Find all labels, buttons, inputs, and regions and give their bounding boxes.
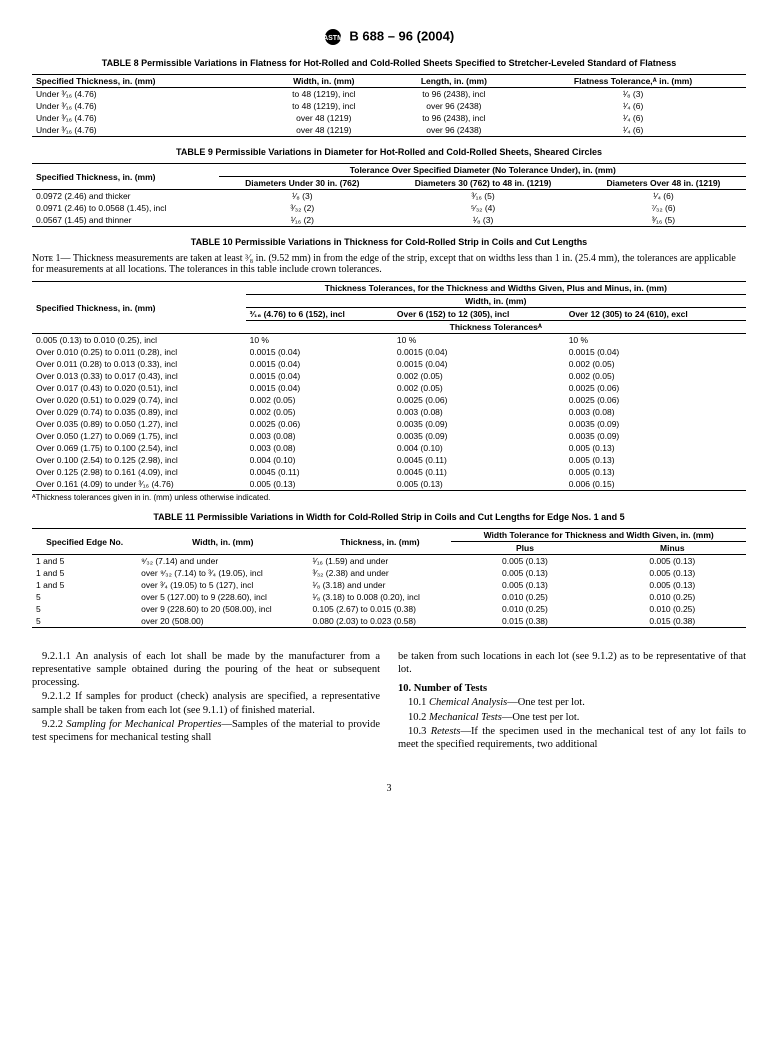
table-row: 5over 20 (508.00)0.080 (2.03) to 0.023 (… bbox=[32, 615, 746, 628]
table9-sub1: Diameters 30 (762) to 48 in. (1219) bbox=[385, 177, 581, 190]
table10-tolh: Thickness Tolerancesᴬ bbox=[246, 321, 746, 334]
table-row: 5over 9 (228.60) to 20 (508.00), incl0.1… bbox=[32, 603, 746, 615]
table10-span: Thickness Tolerances, for the Thickness … bbox=[246, 282, 746, 295]
table-row: Over 0.161 (4.09) to under ³⁄₁₆ (4.76)0.… bbox=[32, 478, 746, 491]
table10-col1: Specified Thickness, in. (mm) bbox=[32, 282, 246, 334]
table-row: Over 0.069 (1.75) to 0.100 (2.54), incl0… bbox=[32, 442, 746, 454]
table-row: Over 0.035 (0.89) to 0.050 (1.27), incl0… bbox=[32, 418, 746, 430]
table11: Specified Edge No. Width, in. (mm) Thick… bbox=[32, 528, 746, 628]
table11-h0: Specified Edge No. bbox=[32, 529, 137, 555]
table10-w2: Over 12 (305) to 24 (610), excl bbox=[565, 308, 746, 321]
table-row: Over 0.029 (0.74) to 0.035 (0.89), incl0… bbox=[32, 406, 746, 418]
table9-span: Tolerance Over Specified Diameter (No To… bbox=[219, 164, 746, 177]
table9-col1: Specified Thickness, in. (mm) bbox=[32, 164, 219, 190]
table9-sub0: Diameters Under 30 in. (762) bbox=[219, 177, 385, 190]
body-text: 9.2.1.1 An analysis of each lot shall be… bbox=[32, 650, 746, 751]
table-row: Over 0.125 (2.98) to 0.161 (4.09), incl0… bbox=[32, 466, 746, 478]
table8-h0: Specified Thickness, in. (mm) bbox=[32, 75, 260, 88]
table10-width-h: Width, in. (mm) bbox=[246, 295, 746, 308]
table11-title: TABLE 11 Permissible Variations in Width… bbox=[32, 512, 746, 522]
p-922: 9.2.2 Sampling for Mechanical Properties… bbox=[32, 718, 380, 744]
table-row: 0.0971 (2.46) to 0.0568 (1.45), incl³⁄₃₂… bbox=[32, 202, 746, 214]
table-row: Under ³⁄₁₆ (4.76)to 48 (1219), inclover … bbox=[32, 100, 746, 112]
p-9211: 9.2.1.1 An analysis of each lot shall be… bbox=[32, 650, 380, 689]
p-101: 10.1 Chemical Analysis—One test per lot. bbox=[398, 696, 746, 709]
table-row: Specified Thickness, in. (mm) Width, in.… bbox=[32, 75, 746, 88]
p-103: 10.3 Retests—If the specimen used in the… bbox=[398, 725, 746, 751]
table8-title: TABLE 8 Permissible Variations in Flatne… bbox=[32, 58, 746, 68]
table9-sub2: Diameters Over 48 in. (1219) bbox=[581, 177, 746, 190]
svg-text:ASTM: ASTM bbox=[324, 35, 342, 42]
table-row: Over 0.013 (0.33) to 0.017 (0.43), incl0… bbox=[32, 370, 746, 382]
table8: Specified Thickness, in. (mm) Width, in.… bbox=[32, 74, 746, 137]
table-row: Under ³⁄₁₆ (4.76)to 48 (1219), inclto 96… bbox=[32, 88, 746, 100]
table10-title: TABLE 10 Permissible Variations in Thick… bbox=[32, 237, 746, 247]
table-row: 1 and 5⁹⁄₃₂ (7.14) and under¹⁄₁₆ (1.59) … bbox=[32, 555, 746, 567]
table-row: 1 and 5over ³⁄₄ (19.05) to 5 (127), incl… bbox=[32, 579, 746, 591]
astm-logo-icon: ASTM bbox=[324, 28, 342, 46]
h-10: 10. Number of Tests bbox=[398, 682, 746, 695]
table10-footnote: ᴬThickness tolerances given in in. (mm) … bbox=[32, 493, 746, 502]
doc-number: B 688 – 96 (2004) bbox=[349, 28, 454, 43]
table-row: Over 0.011 (0.28) to 0.013 (0.33), incl0… bbox=[32, 358, 746, 370]
table-row: 5over 5 (127.00) to 9 (228.60), incl¹⁄₈ … bbox=[32, 591, 746, 603]
doc-header: ASTM B 688 – 96 (2004) bbox=[32, 28, 746, 46]
p-922-cont: be taken from such locations in each lot… bbox=[398, 650, 746, 676]
table-row: 0.0567 (1.45) and thinner¹⁄₁₆ (2)¹⁄₈ (3)… bbox=[32, 214, 746, 227]
table-row: Over 0.010 (0.25) to 0.011 (0.28), incl0… bbox=[32, 346, 746, 358]
table-row: Under ³⁄₁₆ (4.76)over 48 (1219)over 96 (… bbox=[32, 124, 746, 137]
table11-h2: Thickness, in. (mm) bbox=[308, 529, 451, 555]
table9: Specified Thickness, in. (mm) Tolerance … bbox=[32, 163, 746, 227]
table-row: Over 0.100 (2.54) to 0.125 (2.98), incl0… bbox=[32, 454, 746, 466]
table10-note: Nᴏᴛᴇ 1— Thickness measurements are taken… bbox=[32, 253, 746, 275]
table-row: 0.005 (0.13) to 0.010 (0.25), incl10 %10… bbox=[32, 334, 746, 346]
table11-sub1: Minus bbox=[599, 542, 746, 555]
p-102: 10.2 Mechanical Tests—One test per lot. bbox=[398, 711, 746, 724]
table-row: Over 0.017 (0.43) to 0.020 (0.51), incl0… bbox=[32, 382, 746, 394]
table-row: Over 0.020 (0.51) to 0.029 (0.74), incl0… bbox=[32, 394, 746, 406]
table8-h1: Width, in. (mm) bbox=[260, 75, 388, 88]
page-number: 3 bbox=[32, 783, 746, 794]
table11-span: Width Tolerance for Thickness and Width … bbox=[451, 529, 746, 542]
table-row: Under ³⁄₁₆ (4.76)over 48 (1219)to 96 (24… bbox=[32, 112, 746, 124]
table10-w0: ³⁄₁₆ (4.76) to 6 (152), incl bbox=[246, 308, 393, 321]
table9-title: TABLE 9 Permissible Variations in Diamet… bbox=[32, 147, 746, 157]
table10: Specified Thickness, in. (mm) Thickness … bbox=[32, 281, 746, 491]
table-row: Over 0.050 (1.27) to 0.069 (1.75), incl0… bbox=[32, 430, 746, 442]
table11-sub0: Plus bbox=[451, 542, 598, 555]
table8-h3: Flatness Tolerance,ᴬ in. (mm) bbox=[520, 75, 746, 88]
table-row: 1 and 5over ⁹⁄₃₂ (7.14) to ³⁄₄ (19.05), … bbox=[32, 567, 746, 579]
table10-w1: Over 6 (152) to 12 (305), incl bbox=[393, 308, 565, 321]
table-row: 0.0972 (2.46) and thicker¹⁄₈ (3)³⁄₁₆ (5)… bbox=[32, 190, 746, 202]
table11-h1: Width, in. (mm) bbox=[137, 529, 308, 555]
table8-h2: Length, in. (mm) bbox=[388, 75, 521, 88]
p-9212: 9.2.1.2 If samples for product (check) a… bbox=[32, 690, 380, 716]
